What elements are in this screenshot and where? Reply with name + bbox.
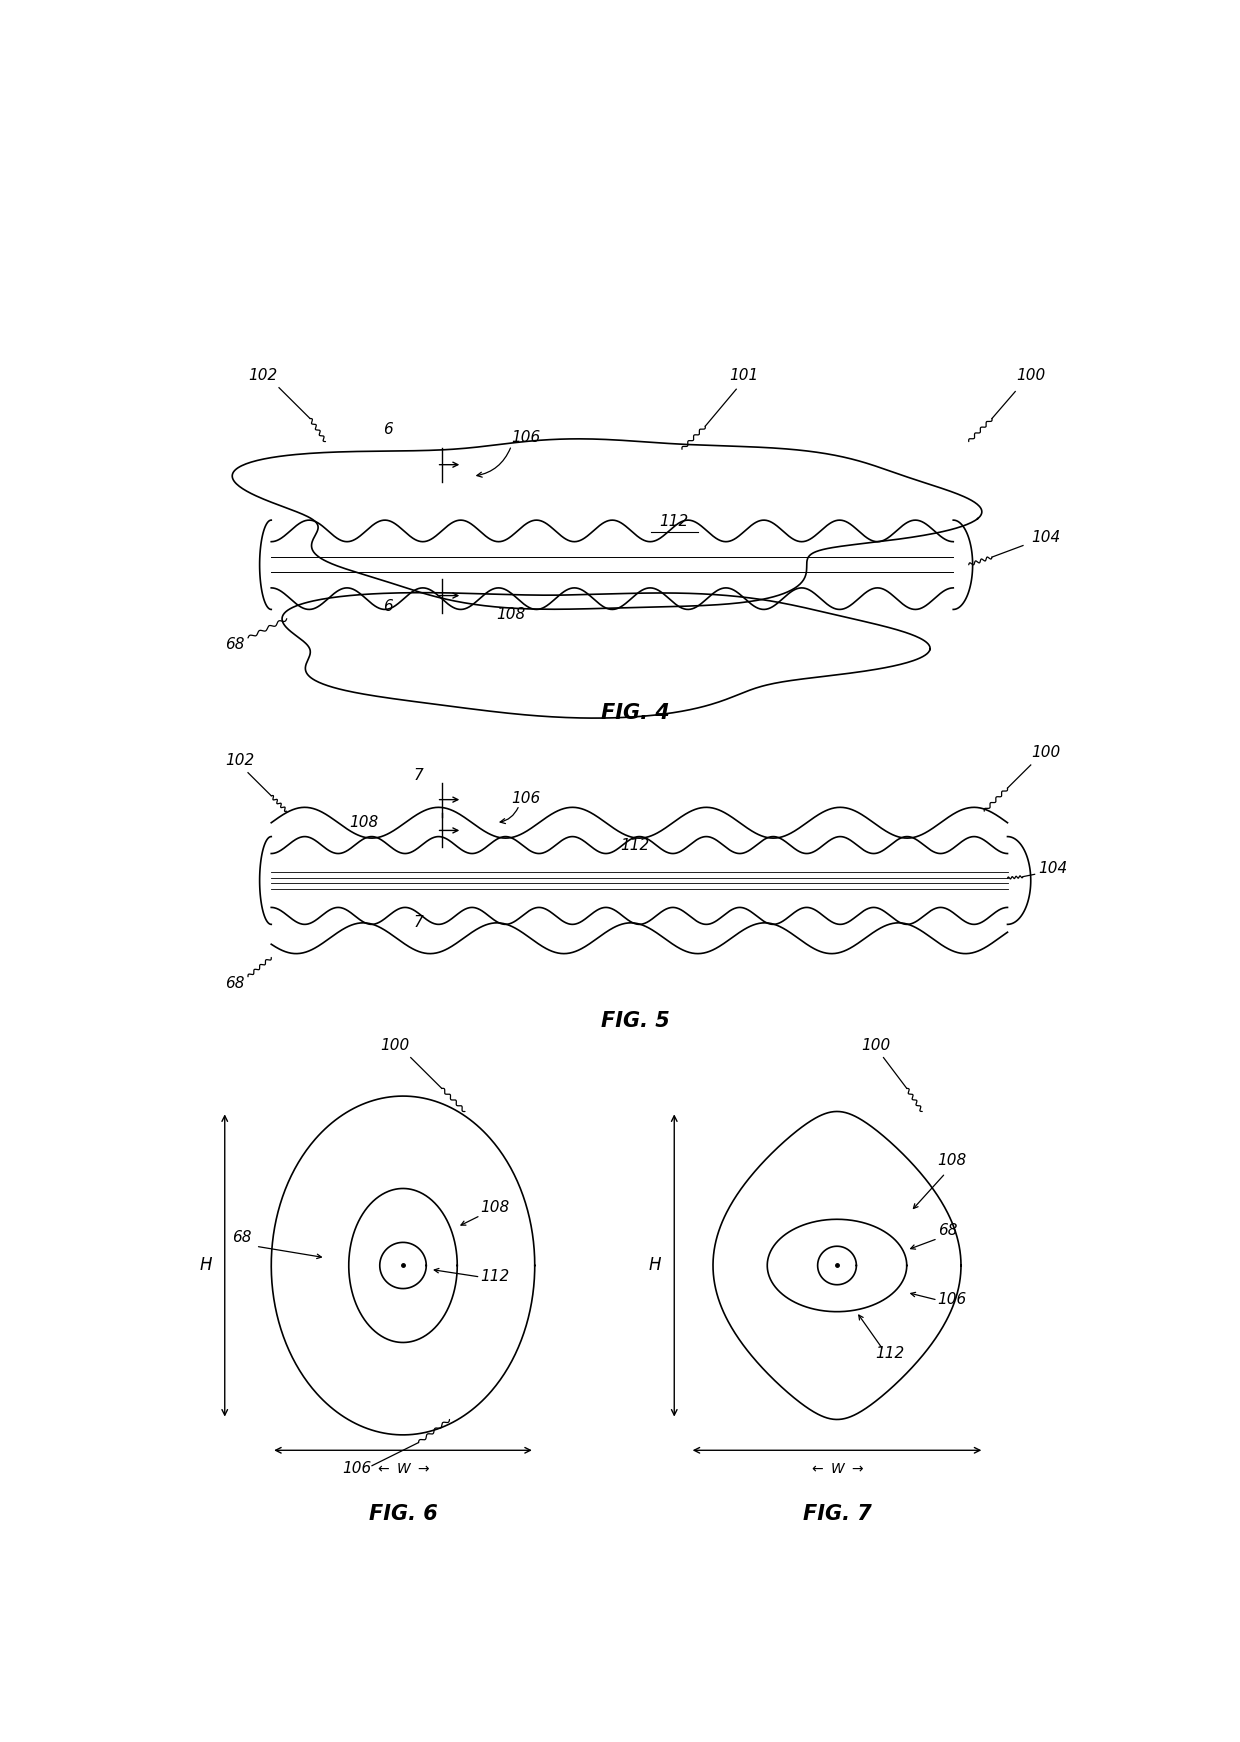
Text: $\leftarrow$ W $\rightarrow$: $\leftarrow$ W $\rightarrow$ — [810, 1462, 864, 1477]
Text: 108: 108 — [481, 1200, 510, 1214]
Text: 112: 112 — [660, 514, 689, 530]
Text: 108: 108 — [496, 606, 526, 622]
Text: 100: 100 — [861, 1038, 890, 1052]
Text: 7: 7 — [414, 915, 423, 930]
Text: 68: 68 — [224, 976, 244, 991]
Text: 68: 68 — [233, 1230, 252, 1246]
Text: 112: 112 — [481, 1268, 510, 1284]
Text: 112: 112 — [875, 1347, 905, 1361]
Text: 6: 6 — [383, 599, 392, 613]
Text: 7: 7 — [414, 768, 423, 784]
Text: 106: 106 — [511, 430, 541, 444]
Text: FIG. 5: FIG. 5 — [601, 1010, 670, 1031]
Text: 68: 68 — [937, 1223, 957, 1237]
Text: FIG. 4: FIG. 4 — [601, 702, 670, 723]
Text: 101: 101 — [729, 368, 759, 383]
Text: 68: 68 — [224, 638, 244, 653]
Text: 100: 100 — [1030, 746, 1060, 760]
Text: 104: 104 — [1030, 530, 1060, 545]
Text: 112: 112 — [620, 838, 650, 852]
Text: 106: 106 — [511, 791, 541, 807]
Text: H: H — [200, 1256, 212, 1275]
Text: 6: 6 — [383, 422, 392, 437]
Text: 104: 104 — [1039, 861, 1068, 876]
Text: 106: 106 — [342, 1462, 371, 1477]
Text: $\leftarrow$ W $\rightarrow$: $\leftarrow$ W $\rightarrow$ — [376, 1462, 430, 1477]
Text: 102: 102 — [224, 753, 254, 768]
Text: 100: 100 — [381, 1038, 410, 1052]
Text: 106: 106 — [937, 1293, 967, 1306]
Text: 108: 108 — [348, 815, 378, 829]
Text: 100: 100 — [1016, 368, 1045, 383]
Text: FIG. 6: FIG. 6 — [368, 1503, 438, 1524]
Text: 108: 108 — [937, 1153, 967, 1169]
Text: 102: 102 — [248, 368, 278, 383]
Text: FIG. 7: FIG. 7 — [802, 1503, 872, 1524]
Text: H: H — [649, 1256, 661, 1275]
